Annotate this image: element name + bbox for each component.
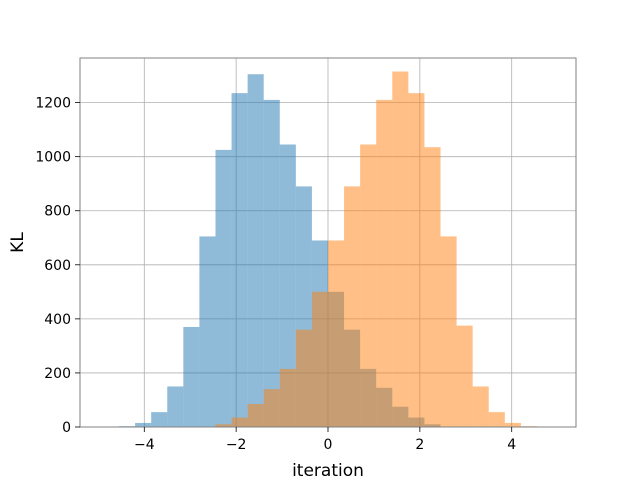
histogram-bar-series-2 (424, 147, 441, 427)
axis-ticks: −4 −2 0 2 4 0 200 400 600 800 1000 1200 (35, 96, 516, 453)
histogram-bar-series-1 (183, 326, 200, 427)
histogram-bar-series-2 (392, 71, 409, 428)
histogram-bar-series-2 (504, 422, 521, 427)
histogram-bar-series-1 (167, 386, 184, 427)
histogram-bar-series-2 (328, 240, 345, 427)
histogram-bar-series-2 (311, 291, 328, 427)
histogram-bar-series-1 (215, 149, 232, 427)
histogram-bar-series-2 (344, 186, 361, 427)
histogram-bar-series-2 (360, 144, 377, 427)
y-tick-label: 800 (44, 204, 71, 220)
x-axis-label: iteration (292, 461, 364, 480)
y-tick-label: 1200 (35, 96, 71, 112)
y-tick-label: 1000 (35, 150, 71, 166)
histogram-bar-series-2 (279, 368, 296, 427)
histogram-bar-series-1 (231, 93, 248, 428)
histogram-bar-series-2 (456, 325, 473, 427)
x-tick-label: −4 (134, 437, 155, 453)
histogram-bar-series-2 (247, 404, 264, 427)
y-tick-label: 200 (44, 366, 71, 382)
histogram-bar-series-1 (135, 422, 152, 427)
x-tick-label: −2 (226, 437, 247, 453)
x-tick-label: 2 (415, 437, 424, 453)
histogram-bar-series-2 (215, 424, 232, 427)
histogram-bar-series-1 (151, 412, 168, 427)
histogram-bar-series-2 (231, 417, 248, 427)
x-tick-label: 0 (324, 437, 333, 453)
histogram-bar-series-2 (472, 386, 489, 427)
histogram-bar-series-2 (488, 412, 505, 427)
histogram-bars (119, 71, 537, 428)
y-tick-label: 400 (44, 312, 71, 328)
histogram-bar-series-1 (263, 99, 280, 428)
histogram-bar-series-2 (408, 93, 425, 428)
histogram-bar-series-2 (263, 389, 280, 427)
y-tick-label: 600 (44, 258, 71, 274)
x-tick-label: 4 (507, 437, 516, 453)
histogram-bar-series-1 (279, 144, 296, 427)
histogram-bar-series-2 (295, 329, 312, 427)
histogram-bar-series-1 (247, 74, 264, 427)
histogram-bar-series-1 (199, 236, 216, 427)
y-axis-label: KL (8, 232, 28, 253)
histogram-bar-series-2 (376, 99, 393, 428)
histogram-bar-series-2 (440, 236, 457, 427)
y-tick-label: 0 (62, 420, 71, 436)
